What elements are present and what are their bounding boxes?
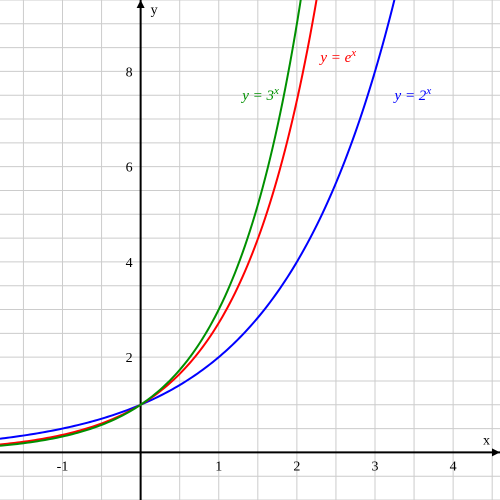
x-tick-label: 1 [215, 459, 222, 474]
exponential-chart: -1 1 2 3 4 2 4 6 8 x y y = 2x y = ex y = 3x [0, 0, 500, 500]
legend-ex: y = ex [318, 47, 356, 66]
y-tick-label: 4 [126, 256, 133, 271]
y-axis-label: y [151, 3, 158, 18]
x-axis-label: x [483, 433, 490, 448]
x-tick-label: 4 [450, 459, 457, 474]
tick-labels: -1 1 2 3 4 2 4 6 8 x y [57, 3, 490, 474]
legend-3x: y = 3x [240, 85, 279, 104]
x-tick-label: 2 [293, 459, 300, 474]
x-tick-label: -1 [57, 459, 69, 474]
y-tick-label: 6 [126, 161, 133, 176]
y-tick-label: 8 [126, 65, 133, 80]
curve-3x [0, 0, 308, 446]
y-tick-label: 2 [126, 351, 133, 366]
curves [0, 0, 405, 446]
curve-ex [0, 0, 323, 445]
legend-2x: y = 2x [393, 85, 432, 104]
x-tick-label: 3 [372, 459, 379, 474]
